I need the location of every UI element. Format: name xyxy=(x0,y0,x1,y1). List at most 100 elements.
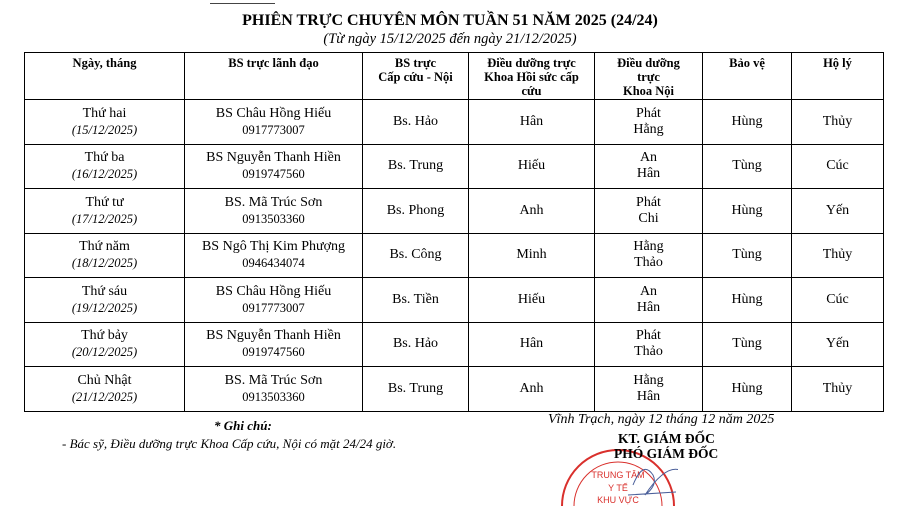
aide: Yến xyxy=(825,202,850,218)
leader-name: BS. Mã Trúc Sơn xyxy=(224,372,323,388)
internal-nurse: An xyxy=(639,150,658,166)
date-label: (18/12/2025) xyxy=(71,256,138,271)
signer-position: PHÓ GIÁM ĐỐC xyxy=(614,446,719,461)
table-cell: BS Nguyễn Thanh Hiền 0919747560 xyxy=(184,321,363,367)
table-cell: Hiếu xyxy=(468,143,595,189)
column-header: Điều dưỡng trực Khoa Hồi sức cấp cứu xyxy=(468,52,595,100)
stamp-outer-ring xyxy=(561,449,675,506)
er-doctor: Bs. Phong xyxy=(386,202,445,218)
table-cell: Thủy xyxy=(791,99,884,145)
date-label: (20/12/2025) xyxy=(71,345,138,360)
table-cell: Cúc xyxy=(791,277,884,323)
date-label: (16/12/2025) xyxy=(71,167,138,182)
icu-nurse: Anh xyxy=(519,380,544,396)
table-row: Thứ ba (16/12/2025) BS Nguyễn Thanh Hiền 09… xyxy=(24,143,884,189)
stamp-text-line: TRUNG TÂM xyxy=(591,470,644,480)
internal-nurse: Hằng xyxy=(633,372,664,388)
stamp-text-line: Y TẾ xyxy=(608,483,628,493)
table-cell: Thủy xyxy=(791,232,884,278)
table-row: Thứ năm (18/12/2025) BS Ngô Thị Kim Phượng… xyxy=(24,232,884,278)
duty-schedule-table: Ngày, tháng BS trực lãnh đạo BS trực Cấp c… xyxy=(24,52,884,412)
table-cell: BS Ngô Thị Kim Phượng 0946434074 xyxy=(184,232,363,278)
note-text: - Bác sỹ, Điều dưỡng trực Khoa Cấp cứu, … xyxy=(62,436,397,451)
page-title: PHIÊN TRỰC CHUYÊN MÔN TUẦN 51 NĂM 2025 (… xyxy=(242,12,658,29)
date-label: (17/12/2025) xyxy=(71,211,138,226)
table-cell: Bs. Tiền xyxy=(362,277,469,323)
leader-name: BS Ngô Thị Kim Phượng xyxy=(201,239,346,255)
er-doctor: Bs. Tiền xyxy=(392,291,439,307)
leader-name: BS. Mã Trúc Sơn xyxy=(224,194,323,210)
date-label: (21/12/2025) xyxy=(71,389,138,404)
security-guard: Tùng xyxy=(732,336,762,352)
signature xyxy=(627,468,678,496)
leader-phone: 0913503360 xyxy=(242,389,305,404)
leader-phone: 0919747560 xyxy=(242,167,305,182)
table-cell: Tùng xyxy=(702,232,792,278)
table-row: Thứ tư (17/12/2025) BS. Mã Trúc Sơn 0913503… xyxy=(24,188,884,234)
security-guard: Hùng xyxy=(731,291,763,307)
table-cell: Thứ năm (18/12/2025) xyxy=(24,232,185,278)
icu-nurse: Hân xyxy=(519,113,544,129)
table-cell: Hùng xyxy=(702,277,792,323)
security-guard: Hùng xyxy=(731,202,763,218)
table-cell: Hiếu xyxy=(468,277,595,323)
icu-nurse: Hiếu xyxy=(517,291,546,307)
table-cell: Bs. Trung xyxy=(362,143,469,189)
table-cell: Hùng xyxy=(702,99,792,145)
table-cell: BS Châu Hồng Hiếu 0917773007 xyxy=(184,277,363,323)
table-row: Thứ hai (15/12/2025) BS Châu Hồng Hiếu 0917… xyxy=(24,99,884,145)
er-doctor: Bs. Công xyxy=(389,247,442,263)
table-cell: Minh xyxy=(468,232,595,278)
aide: Thủy xyxy=(822,247,853,263)
aide: Thủy xyxy=(822,380,853,396)
security-guard: Tùng xyxy=(732,158,762,174)
aide: Yến xyxy=(825,336,850,352)
table-cell: Bs. Trung xyxy=(362,366,469,412)
table-cell: Yến xyxy=(791,321,884,367)
table-cell: BS Nguyễn Thanh Hiền 0919747560 xyxy=(184,143,363,189)
day-label: Thứ sáu xyxy=(81,283,128,299)
table-cell: Hằng Hân xyxy=(594,366,703,412)
aide: Cúc xyxy=(826,291,849,307)
internal-nurse: Hằng xyxy=(633,239,664,255)
header-rule xyxy=(210,3,275,4)
table-cell: Bs. Hảo xyxy=(362,321,469,367)
internal-nurse: Phát xyxy=(636,105,661,121)
day-label: Chủ Nhật xyxy=(77,372,132,388)
table-cell: Tùng xyxy=(702,321,792,367)
leader-name: BS Nguyễn Thanh Hiền xyxy=(206,328,341,344)
security-guard: Hùng xyxy=(731,113,763,129)
day-label: Thứ năm xyxy=(79,239,130,255)
table-row: Thứ bảy (20/12/2025) BS Nguyễn Thanh Hiền 0… xyxy=(24,321,884,367)
table-cell: An Hân xyxy=(594,143,703,189)
column-header: BS trực Cấp cứu - Nội xyxy=(362,52,469,100)
page-subtitle: (Từ ngày 15/12/2025 đến ngày 21/12/2025) xyxy=(323,31,577,47)
leader-phone: 0913503360 xyxy=(242,211,305,226)
security-guard: Hùng xyxy=(731,380,763,396)
table-cell: Hân xyxy=(468,321,595,367)
date-label: (15/12/2025) xyxy=(71,122,138,137)
internal-nurse: Phát xyxy=(636,328,661,344)
day-label: Thứ tư xyxy=(85,194,124,210)
internal-nurse: Thảo xyxy=(634,344,663,360)
leader-name: BS Châu Hồng Hiếu xyxy=(215,283,332,299)
table-cell: Bs. Công xyxy=(362,232,469,278)
leader-phone: 0946434074 xyxy=(242,256,305,271)
table-cell: Bs. Phong xyxy=(362,188,469,234)
official-stamp: TRUNG TÂM Y TẾ KHU VỰC xyxy=(561,449,678,506)
internal-nurse: An xyxy=(639,283,658,299)
table-header-row: Ngày, tháng BS trực lãnh đạo BS trực Cấp c… xyxy=(24,52,884,100)
internal-nurse: Phát xyxy=(636,194,661,210)
column-header: BS trực lãnh đạo xyxy=(184,52,363,100)
aide: Thủy xyxy=(822,113,853,129)
date-label: (19/12/2025) xyxy=(71,300,138,315)
day-label: Thứ ba xyxy=(84,150,125,166)
table-cell: Thứ ba (16/12/2025) xyxy=(24,143,185,189)
column-header: Ngày, tháng xyxy=(24,52,185,100)
internal-nurse: Hân xyxy=(636,388,661,404)
internal-nurse: Hân xyxy=(636,166,661,182)
table-cell: Thứ hai (15/12/2025) xyxy=(24,99,185,145)
column-header: Điều dưỡng trực Khoa Nội xyxy=(594,52,703,100)
table-cell: Bs. Hảo xyxy=(362,99,469,145)
internal-nurse: Thảo xyxy=(634,255,663,271)
